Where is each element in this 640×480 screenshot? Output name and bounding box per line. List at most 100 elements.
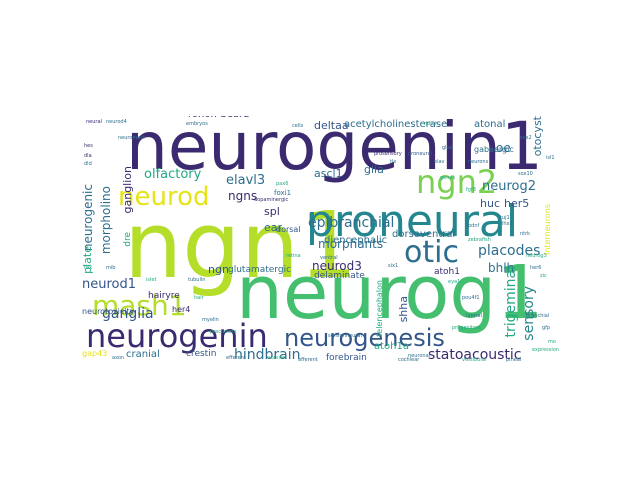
word-neurod: neurod: [118, 182, 210, 212]
word-neurog2: neurog2: [482, 179, 537, 194]
word-ascl1: ascl1: [314, 167, 343, 180]
word-tbx: tbx: [84, 265, 93, 271]
word-dre: dre: [123, 232, 133, 247]
word-islet: islet: [146, 277, 157, 283]
word-acetylcholinesterase: acetylcholinesterase: [344, 119, 448, 130]
word-diencephalic: diencephalic: [324, 235, 388, 246]
word-huc: huc: [480, 197, 500, 210]
word-lateral: lateral: [466, 313, 482, 319]
word-pax6: pax6: [276, 181, 289, 187]
word-somite: somite: [268, 355, 285, 361]
word-vestibular: vestibular: [462, 357, 487, 363]
word-neurogenesis: neurogenesis: [284, 324, 445, 352]
word-zebrafish: zebrafish: [468, 237, 491, 243]
word-bhlh: bhlh: [488, 261, 515, 275]
word-neurogenin: neurogenin: [86, 317, 268, 355]
word-her5: her5: [504, 197, 530, 210]
word-cranial: cranial: [126, 349, 160, 360]
word-cloud: neurogenin1 ngn1 neurog1 proneural neuro…: [78, 116, 562, 364]
word-neurod1: neurod1: [82, 277, 137, 292]
word-zic: zic: [540, 273, 547, 279]
word-neuromast: neuromast: [118, 135, 145, 141]
word-axon: axon: [112, 355, 125, 361]
word-olfactory: olfactory: [144, 167, 202, 182]
word-ventral: ventral: [320, 255, 338, 261]
word-hes: hes: [84, 143, 93, 149]
word-elav: elav: [434, 159, 445, 165]
word-bdnf: bdnf: [468, 223, 480, 229]
word-dld: dld: [84, 161, 92, 167]
word-ntrk: ntrk: [520, 231, 531, 237]
word-morpholino: morpholino: [99, 186, 113, 255]
word-efferent: efferent: [226, 355, 246, 361]
word-hair: hair: [194, 295, 204, 301]
word-forebrain: forebrain: [326, 353, 367, 363]
word-her6: her6: [530, 265, 542, 271]
word-dorsoventral: dorsoventral: [392, 229, 456, 240]
word-neurogenic: neurogenic: [81, 184, 95, 252]
word-pou4f1: pou4f1: [462, 295, 480, 301]
word-lhx2: lhx2: [502, 221, 513, 227]
word-ngn: ngn: [208, 263, 229, 276]
word-tlx: tlx: [390, 159, 397, 165]
word-glutamatergic: glutamatergic: [228, 265, 292, 275]
word-ngns: ngns: [228, 189, 258, 203]
word-glial: glial: [442, 145, 453, 151]
word-pineal: pineal: [506, 357, 522, 363]
word-fgf8: fgf8: [466, 187, 476, 193]
word-branchial: branchial: [526, 313, 550, 319]
word-oe: oe: [496, 141, 511, 155]
word-notch: notch: [424, 121, 439, 127]
word-progenitors: progenitors: [452, 325, 481, 331]
word-ngn1: ngn1: [124, 192, 358, 299]
word-cells: cells: [292, 123, 304, 129]
word-hindbrain: hindbrain: [234, 347, 301, 363]
word-atonal: atonal: [474, 119, 506, 130]
word-myelin: myelin: [202, 317, 219, 323]
word-neural: neural: [86, 119, 102, 125]
word-neuronal: neuronal: [408, 353, 431, 359]
word-morphants: morphants: [318, 237, 384, 251]
word-atoh1: atoh1: [434, 267, 460, 277]
word-epibranchial: epibranchial: [308, 215, 395, 231]
word-mo: mo: [548, 339, 556, 345]
word-glia: glia: [364, 163, 384, 176]
word-trigeminal: trigeminal: [503, 266, 519, 338]
word-dopaminergic: dopaminergic: [254, 197, 289, 203]
word-otocyst: otocyst: [531, 116, 544, 157]
word-proneural: proneural: [306, 196, 519, 247]
word-six1: six1: [388, 263, 399, 269]
word-gabaergic: gabaergic: [474, 145, 514, 154]
word-atoh1a: atoh1a: [374, 341, 409, 352]
word-placodes: placodes: [478, 243, 541, 259]
word-afferent: afferent: [298, 357, 318, 363]
word-her4: her4: [172, 305, 191, 314]
word-expression: expression: [532, 347, 559, 353]
word-ganglia: ganglia: [102, 306, 154, 322]
word-cochlear: cochlear: [398, 357, 420, 363]
word-neurotoxicity: neurotoxicity: [82, 307, 135, 316]
word-retina: retina: [286, 253, 301, 259]
word-statoacoustic: statoacoustic: [428, 347, 522, 363]
word-elavl3: elavl3: [226, 173, 266, 188]
word-crestin: crestin: [186, 349, 217, 359]
word-rohon-beard: rohon-beard: [188, 116, 249, 120]
word-ear: ear: [264, 221, 283, 234]
word-delaminate: delaminate: [314, 271, 365, 281]
word-gap43: gap43: [82, 349, 108, 358]
word-shha: shha: [397, 296, 410, 323]
word-neurons: neurons: [468, 159, 489, 165]
word-genes: genes: [440, 175, 456, 181]
word-sensorineural: sensorineural: [328, 333, 362, 339]
word-embryos: embryos: [186, 121, 208, 127]
word-gfp: gfp: [542, 325, 551, 331]
word-neurod4: neurod4: [106, 119, 127, 125]
word-isl1: isl1: [546, 155, 555, 161]
word-telencephalon: telencephalon: [375, 280, 384, 337]
word-sox10: sox10: [518, 171, 533, 177]
word-neurog3: neurog3: [526, 253, 547, 259]
word-hairyre: hairyre: [148, 291, 180, 301]
word-dla: dla: [84, 153, 92, 159]
word-precursors: precursors: [210, 329, 237, 335]
word-ngn2: ngn2: [416, 163, 498, 201]
